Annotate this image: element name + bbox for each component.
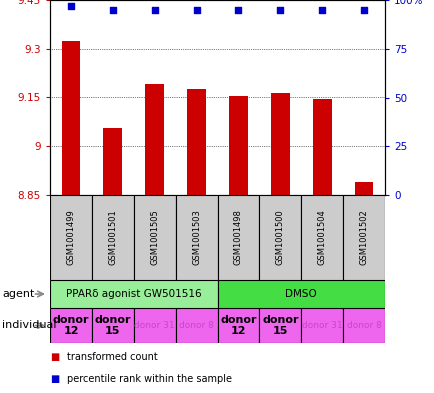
Point [109,7,116,13]
Bar [342,308,384,343]
Point [193,7,200,13]
Text: transformed count: transformed count [67,352,158,362]
Text: donor 31: donor 31 [134,321,174,330]
Text: DMSO: DMSO [285,289,316,299]
Text: individual: individual [2,321,56,331]
Text: GSM1001500: GSM1001500 [275,209,284,265]
Text: GSM1001504: GSM1001504 [317,209,326,265]
Point [234,7,241,13]
Bar [300,195,342,280]
Bar [61,40,80,195]
Text: donor
12: donor 12 [53,315,89,336]
Bar [50,308,92,343]
Text: GSM1001498: GSM1001498 [233,209,242,265]
Text: donor 8: donor 8 [346,321,381,330]
Bar [228,96,247,195]
Bar [300,308,342,343]
Bar [103,129,122,195]
Bar [92,308,134,343]
Text: donor
15: donor 15 [94,315,131,336]
Text: ■: ■ [50,374,59,384]
Point [318,7,325,13]
Bar [134,195,175,280]
Text: agent: agent [2,289,34,299]
Bar [217,308,259,343]
Text: GSM1001501: GSM1001501 [108,209,117,265]
Point [151,7,158,13]
Bar [145,84,164,195]
Bar [175,195,217,280]
Text: donor 8: donor 8 [179,321,214,330]
Text: GSM1001499: GSM1001499 [66,209,75,265]
Bar [270,93,289,195]
Text: donor
12: donor 12 [220,315,256,336]
Text: ■: ■ [50,352,59,362]
Bar [175,308,217,343]
Text: donor 31: donor 31 [301,321,342,330]
Text: GSM1001503: GSM1001503 [192,209,201,265]
Bar [217,195,259,280]
Bar [259,308,300,343]
Point [276,7,283,13]
Bar [187,89,206,195]
Text: percentile rank within the sample: percentile rank within the sample [67,374,232,384]
Text: GSM1001505: GSM1001505 [150,209,159,265]
Bar [342,195,384,280]
Bar [134,308,175,343]
Bar [92,195,134,280]
Text: GSM1001502: GSM1001502 [359,209,368,265]
Bar [312,99,331,195]
Text: donor
15: donor 15 [261,315,298,336]
Point [67,3,74,9]
Bar [217,280,384,308]
Bar [50,280,217,308]
Text: PPARδ agonist GW501516: PPARδ agonist GW501516 [66,289,201,299]
Bar [259,195,300,280]
Point [360,7,367,13]
Bar [354,182,373,195]
Bar [50,195,92,280]
